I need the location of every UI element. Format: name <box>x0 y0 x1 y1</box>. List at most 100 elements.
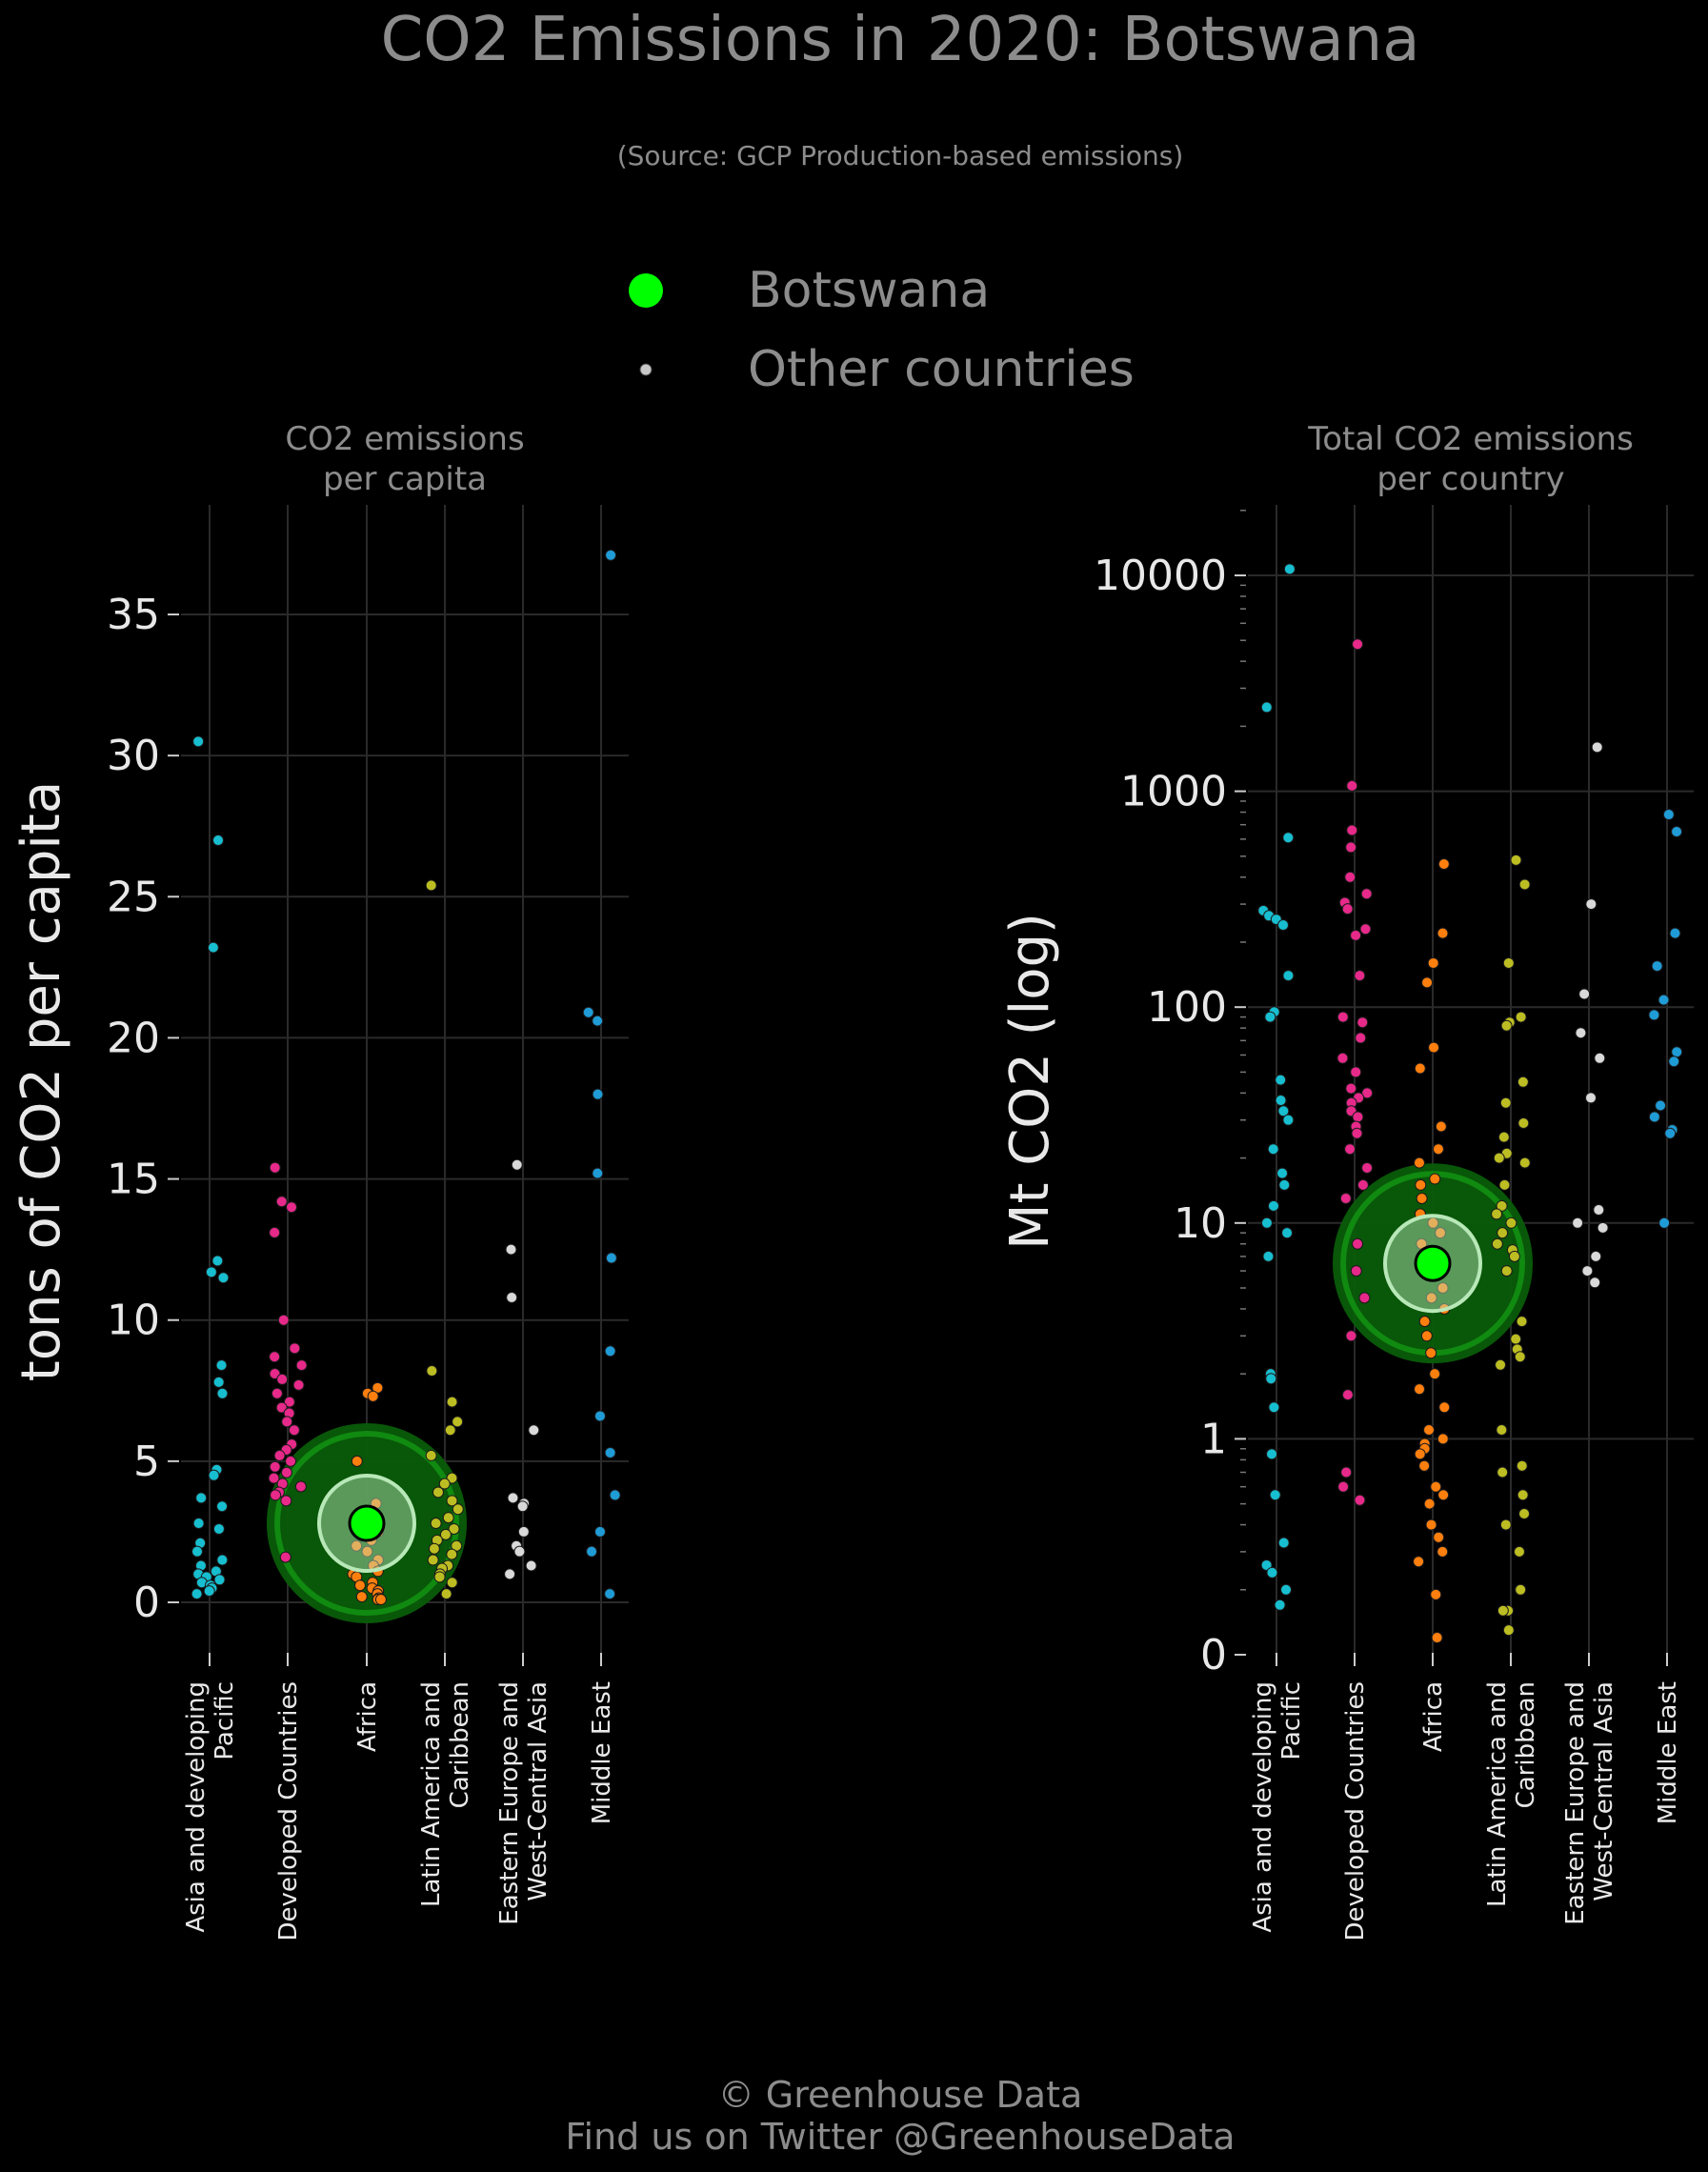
y-tick-label: 100 <box>1147 983 1227 1032</box>
x-category-label: Caribbean <box>446 1681 474 1808</box>
x-category-label: Pacific <box>1277 1681 1306 1760</box>
data-point <box>430 1518 442 1530</box>
data-point <box>1361 1087 1374 1099</box>
data-point <box>1658 994 1670 1006</box>
data-point <box>511 1158 523 1171</box>
panel-title: CO2 emissions per capita <box>285 420 524 498</box>
data-point <box>1260 701 1273 714</box>
data-point <box>428 1542 440 1555</box>
data-point <box>1497 1131 1510 1143</box>
highlight-halo-ring <box>274 1431 459 1617</box>
data-point <box>1502 1624 1515 1637</box>
data-point <box>1280 1583 1293 1596</box>
data-point <box>1413 1156 1425 1169</box>
data-point <box>1429 1368 1441 1380</box>
data-point <box>1516 1316 1528 1328</box>
data-point <box>1420 1330 1433 1342</box>
data-point <box>1275 1074 1287 1086</box>
data-point <box>1346 779 1358 792</box>
data-point <box>604 1446 616 1458</box>
data-point <box>448 1522 460 1535</box>
data-point <box>440 1588 452 1600</box>
data-point <box>1593 1204 1605 1217</box>
data-point <box>195 1492 208 1504</box>
data-point <box>1435 1120 1447 1133</box>
data-point <box>1499 1096 1512 1109</box>
data-point <box>1513 1545 1525 1558</box>
data-point <box>192 735 205 748</box>
data-point <box>513 1545 526 1558</box>
x-category-label: Asia and developing <box>182 1681 211 1933</box>
data-point <box>207 941 219 954</box>
data-point <box>1413 1556 1425 1568</box>
y-axis-label: tons of CO2 per capita <box>10 781 72 1381</box>
data-point <box>1590 1250 1602 1262</box>
data-point <box>1414 1448 1426 1460</box>
y-tick-label: 0 <box>133 1579 160 1627</box>
data-point <box>1510 854 1522 866</box>
data-point <box>582 1006 594 1018</box>
y-tick-label: 20 <box>107 1014 160 1062</box>
data-point <box>438 1478 451 1490</box>
y-tick-label: 0 <box>1200 1631 1227 1679</box>
data-point <box>1435 1227 1447 1239</box>
data-point <box>275 1196 288 1208</box>
data-point <box>1514 1351 1526 1363</box>
data-point <box>1266 1448 1278 1460</box>
data-point <box>1414 1383 1426 1396</box>
data-point <box>1491 1237 1503 1250</box>
data-point <box>1425 1347 1437 1359</box>
data-point <box>452 1503 464 1516</box>
y-axis-label: Mt CO2 (log) <box>999 913 1061 1250</box>
data-point <box>593 1410 606 1422</box>
data-point <box>1351 1127 1363 1139</box>
data-point <box>191 1545 204 1558</box>
data-point <box>281 1416 293 1428</box>
data-point <box>1352 1111 1364 1123</box>
data-point <box>1437 1489 1450 1501</box>
data-point <box>1585 898 1597 911</box>
data-point <box>1500 1019 1513 1032</box>
data-point <box>1276 1167 1289 1179</box>
legend-other-countries-label: Other countries <box>748 341 1135 398</box>
x-category-label: Developed Countries <box>1341 1681 1370 1941</box>
data-point <box>1500 1265 1513 1277</box>
data-point <box>1491 1208 1503 1220</box>
data-point <box>213 1574 226 1586</box>
data-point <box>1584 1092 1597 1104</box>
data-point <box>1575 1027 1587 1039</box>
data-point <box>276 1373 289 1385</box>
y-tick-label: 30 <box>107 732 160 780</box>
data-point <box>605 1252 617 1264</box>
data-point <box>1432 1143 1444 1156</box>
panel-total: Total CO2 emissions per country Mt CO2 (lo… <box>999 420 1694 1941</box>
x-category-label: West-Central Asia <box>524 1681 553 1901</box>
x-category-label: Latin America and <box>417 1681 446 1907</box>
footer-copyright: © Greenhouse Data <box>718 2074 1083 2116</box>
x-category-label: Africa <box>353 1681 382 1752</box>
data-point <box>1515 1583 1527 1596</box>
data-point <box>446 1396 458 1408</box>
data-point <box>285 1455 297 1467</box>
data-point <box>361 1545 373 1558</box>
data-point <box>1355 1032 1367 1044</box>
x-category-label: Middle East <box>1654 1681 1682 1824</box>
data-point <box>212 1522 225 1535</box>
data-point <box>451 1539 463 1552</box>
data-point <box>1345 841 1357 854</box>
data-point <box>609 1489 621 1501</box>
data-point <box>1345 1330 1357 1342</box>
legend: Botswana Other countries <box>629 262 1135 398</box>
data-point <box>1336 1052 1349 1064</box>
data-point <box>1496 1424 1508 1437</box>
data-point <box>212 835 225 847</box>
data-point <box>1518 1156 1531 1169</box>
data-point <box>208 1469 220 1481</box>
data-point <box>1518 1507 1531 1519</box>
data-point <box>294 1480 307 1493</box>
data-point <box>433 1571 446 1583</box>
data-point <box>295 1359 308 1372</box>
data-point <box>425 1449 437 1461</box>
data-point <box>211 1255 224 1267</box>
data-point <box>1431 1632 1443 1644</box>
